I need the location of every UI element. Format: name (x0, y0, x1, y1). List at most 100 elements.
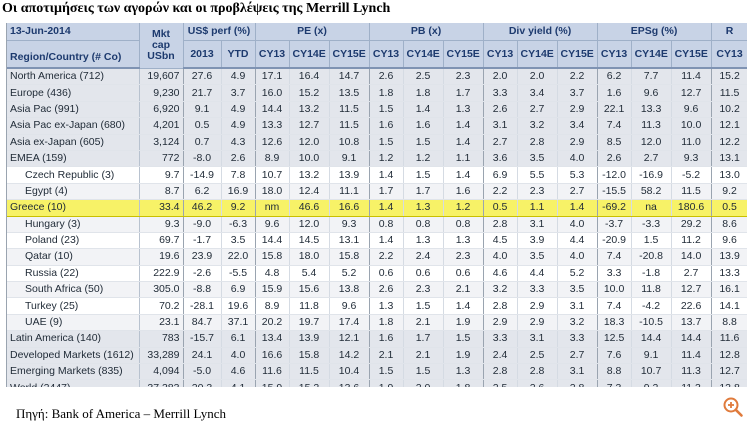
table-cell: 12.0 (289, 216, 330, 233)
table-cell: -3.3 (631, 216, 672, 233)
table-cell: 12.7 (671, 84, 712, 102)
table-cell: 5.3 (557, 166, 598, 184)
col-header: CY15E (443, 40, 484, 69)
table-cell: 9.1 (183, 101, 222, 119)
row-label: Latin America (140) (7, 330, 140, 348)
table-cell: 4.9 (221, 117, 256, 135)
table-cell: 1.4 (557, 199, 598, 217)
table-cell: -12.0 (597, 166, 632, 184)
table-cell: 2.3 (443, 248, 484, 266)
table-cell: 1.3 (443, 101, 484, 119)
table-cell: 1.8 (369, 84, 404, 102)
table-cell: 3.6 (483, 150, 518, 168)
table-cell: 37,383 (139, 379, 184, 387)
table-cell: 8.8 (711, 314, 747, 332)
table-cell: 2.1 (403, 314, 444, 332)
table-cell: 2.8 (517, 134, 558, 151)
table-row: Asia ex-Japan (605) 3,124 0.7 4.3 12.6 12.0 10… (7, 134, 747, 151)
table-cell: 13.1 (711, 150, 747, 168)
zoom-button[interactable] (722, 396, 744, 418)
table-cell: 29.2 (671, 216, 712, 233)
table-cell: 2.3 (443, 68, 484, 86)
table-cell: 13.5 (329, 84, 370, 102)
table-row: Czech Republic (3) 9.7 -14.9 7.8 10.7 13.2 13.… (7, 166, 747, 184)
table-cell: 12.1 (329, 330, 370, 348)
table-cell: 1.6 (443, 183, 484, 201)
table-cell: 2.1 (369, 347, 404, 365)
country-header: Region/Country (# Co) (7, 40, 140, 69)
table-cell: 1.9 (443, 314, 484, 332)
table-cell: 1.7 (443, 84, 484, 102)
table-cell: 2.6 (369, 281, 404, 299)
table-cell: 1.3 (403, 232, 444, 250)
row-label: Egypt (4) (7, 183, 140, 201)
table-cell: 13.3 (631, 101, 672, 119)
table-cell: 4.5 (483, 232, 518, 250)
table-cell: 9.2 (631, 379, 672, 387)
table-cell: 2.7 (557, 347, 598, 365)
table-cell: 10.8 (329, 134, 370, 151)
table-cell: -28.1 (183, 297, 222, 315)
table-cell: 12.7 (671, 281, 712, 299)
table-cell: -14.9 (183, 166, 222, 184)
table-cell: 8.8 (597, 363, 632, 381)
table-row-highlighted: Greece (10) 33.4 46.2 9.2 nm 46.6 16.6 1.4 1.3 1.… (7, 199, 747, 217)
table-cell: 15.8 (289, 347, 330, 365)
table-cell: 11.3 (631, 117, 672, 135)
table-cell: 6.1 (221, 330, 256, 348)
table-cell: 15.2 (289, 84, 330, 102)
table-cell: 1.4 (443, 117, 484, 135)
table-cell: 2.5 (403, 68, 444, 86)
table-cell: 13.9 (289, 330, 330, 348)
row-label: Greece (10) (7, 199, 140, 217)
table-cell: 2.5 (483, 379, 518, 387)
table-cell: 4.9 (221, 68, 256, 86)
group-header-row: 13-Jun-2014 Mkt cap USbn US$ perf (%) PE… (7, 23, 747, 69)
row-label: Qatar (10) (7, 248, 140, 266)
table-cell: 19.7 (289, 314, 330, 332)
table-cell: 6.2 (597, 68, 632, 86)
table-cell: 2.7 (483, 134, 518, 151)
table-cell: 20.3 (183, 379, 222, 387)
mkt-cap-line-3: USbn (147, 49, 175, 62)
table-cell: 69.7 (139, 232, 184, 250)
table-cell: 9.1 (329, 150, 370, 168)
row-label: South Africa (50) (7, 281, 140, 299)
table-cell: 11.3 (671, 379, 712, 387)
table-row: Hungary (3) 9.3 -9.0 -6.3 9.6 12.0 9.3 0.8 0.8 0.… (7, 216, 747, 233)
table-cell: 12.1 (711, 117, 747, 135)
row-label: UAE (9) (7, 314, 140, 332)
col-header: CY15E (329, 40, 370, 69)
table-cell: 9.7 (139, 166, 184, 184)
group-header-div-yield: Div yield (%) (483, 23, 598, 41)
table-cell: 1.1 (443, 150, 484, 168)
table-cell: 3.1 (557, 363, 598, 381)
table-row: EMEA (159) 772 -8.0 2.6 8.9 10.0 9.1 1.2 1.2 1.1 3… (7, 150, 747, 168)
table-cell: 1.4 (443, 166, 484, 184)
table-cell: 16.9 (221, 183, 256, 201)
table-cell: -20.8 (631, 248, 672, 266)
table-cell: 1.2 (443, 199, 484, 217)
table-cell: 9.2 (221, 199, 256, 217)
table-cell: 11.1 (329, 183, 370, 201)
table-cell: 1.4 (369, 166, 404, 184)
row-label: EMEA (159) (7, 150, 140, 168)
table-cell: 1.5 (369, 363, 404, 381)
table-cell: 46.6 (289, 199, 330, 217)
col-header: CY14E (631, 40, 672, 69)
col-header: CY13 (483, 40, 518, 69)
table-cell: 7.4 (597, 248, 632, 266)
table-cell: 19.6 (221, 297, 256, 315)
table-cell: 1.5 (403, 297, 444, 315)
table-cell: 783 (139, 330, 184, 348)
table-cell: 4.0 (557, 216, 598, 233)
table-cell: 2.8 (557, 379, 598, 387)
table-row: Asia Pac ex-Japan (680) 4,201 0.5 4.9 13.3 12… (7, 117, 747, 135)
table-cell: 22.0 (221, 248, 256, 266)
table-cell: -15.5 (597, 183, 632, 201)
table-cell: 6,920 (139, 101, 184, 119)
table-body: North America (712) 19,607 27.6 4.9 17.1 16.4… (7, 68, 747, 387)
table-cell: 46.2 (183, 199, 222, 217)
table-cell: 1.9 (443, 347, 484, 365)
row-label: Poland (23) (7, 232, 140, 250)
